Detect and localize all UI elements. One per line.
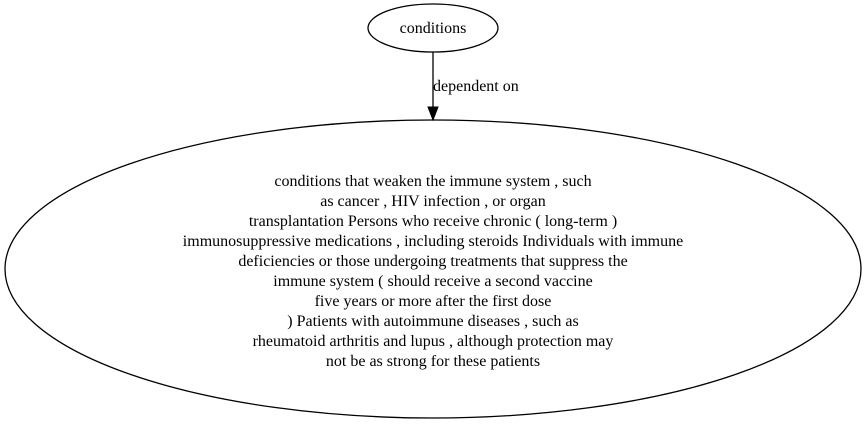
node-conditions: conditions [367, 3, 499, 53]
edge-label: dependent on [433, 78, 519, 95]
node-conditions-label: conditions [400, 20, 467, 37]
node-immune-conditions-line: transplantation Persons who receive chro… [249, 213, 617, 230]
node-immune-conditions-line: deficiencies or those undergoing treatme… [238, 253, 627, 270]
node-immune-conditions-line: immune system ( should receive a second … [273, 273, 592, 290]
node-immune-conditions-line: conditions that weaken the immune system… [274, 173, 591, 190]
edge-dependent-on: dependent on [427, 52, 519, 122]
node-immune-conditions-ellipse [4, 119, 862, 419]
node-immune-conditions-line: rheumatoid arthritis and lupus , althoug… [253, 333, 614, 350]
node-immune-conditions-line: immunosuppressive medications , includin… [183, 233, 683, 250]
node-immune-conditions: conditions that weaken the immune system… [4, 119, 862, 419]
node-immune-conditions-line: five years or more after the first dose [315, 293, 552, 310]
node-immune-conditions-line: not be as strong for these patients [326, 353, 540, 370]
edge-arrowhead [427, 106, 439, 122]
node-immune-conditions-line: ) Patients with autoimmune diseases , su… [287, 313, 579, 330]
node-immune-conditions-line: as cancer , HIV infection , or organ [320, 193, 546, 210]
